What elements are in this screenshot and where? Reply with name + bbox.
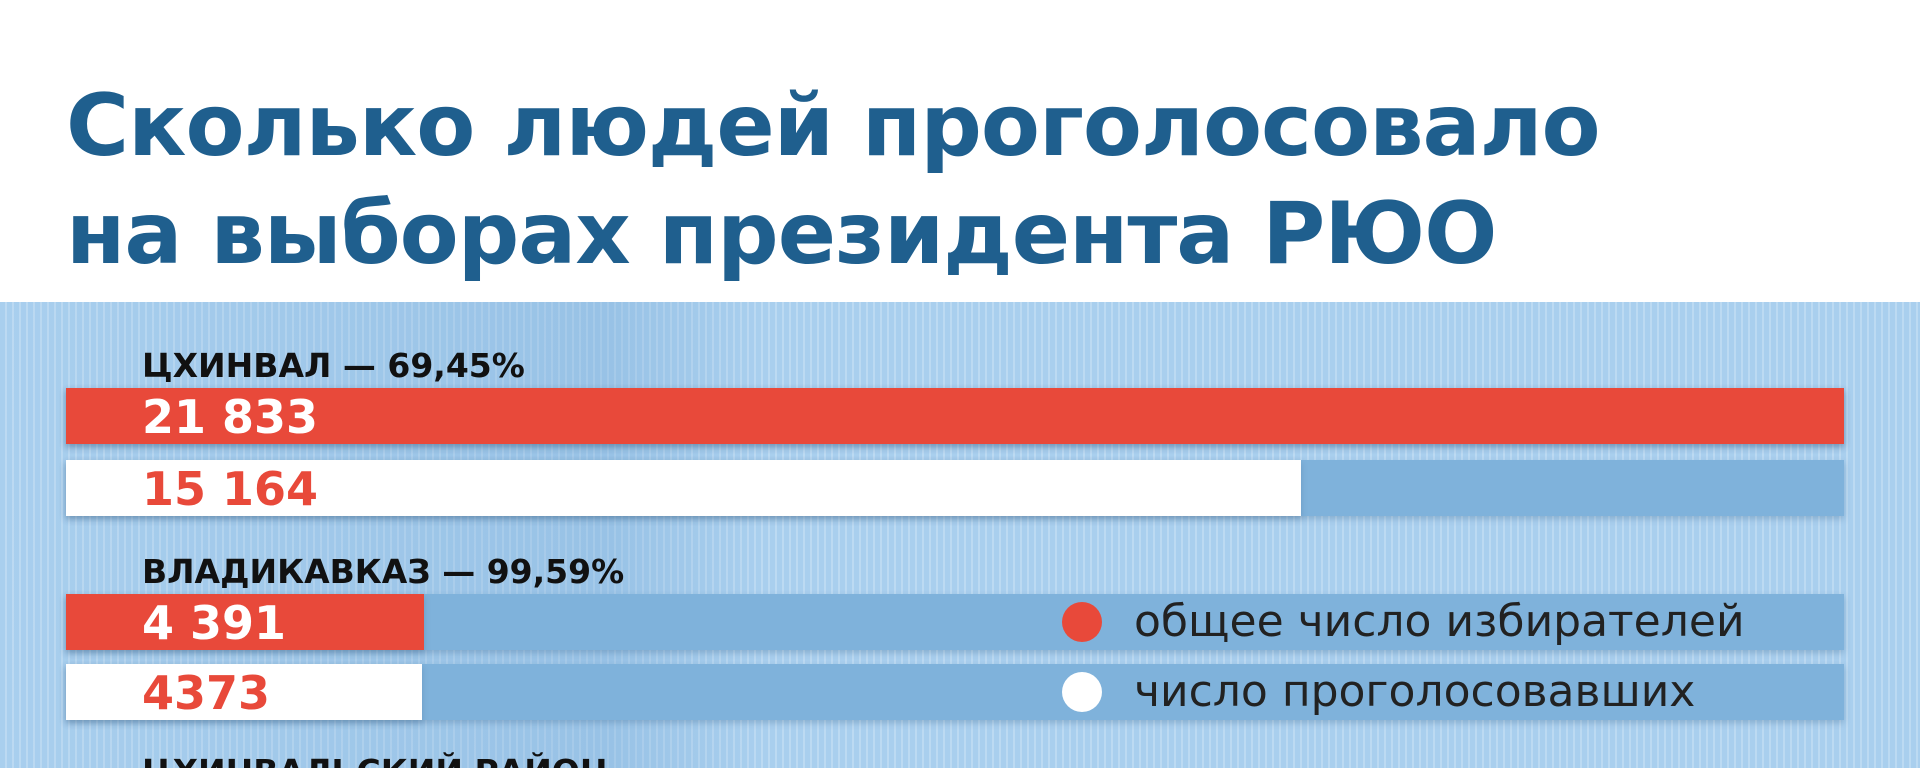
- bar-voted-vladikavkaz: [66, 664, 422, 720]
- legend-total-label: общее число избирателей: [1134, 596, 1745, 647]
- legend-voted-label: число проголосовавших: [1134, 666, 1696, 717]
- bar-voted-tskhinval: [66, 460, 1301, 516]
- legend-voted-dot-icon: [1062, 672, 1102, 712]
- legend-total-dot-icon: [1062, 602, 1102, 642]
- chart-title-line-1: Сколько людей проголосовало: [66, 76, 1601, 176]
- chart-area: ЦХИНВАЛ — 69,45% 21 833 15 164 ВЛАДИКАВК…: [0, 302, 1920, 768]
- bar-label-voted-vladikavkaz: 4373: [142, 666, 271, 720]
- title-panel: Сколько людей проголосовало на выборах п…: [0, 0, 1920, 302]
- chart-title: Сколько людей проголосовало на выборах п…: [66, 72, 1601, 288]
- bar-total-vladikavkaz: [66, 594, 424, 650]
- bar-label-total-vladikavkaz: 4 391: [142, 596, 287, 650]
- region-label-tskhinval: ЦХИНВАЛ — 69,45%: [142, 346, 525, 385]
- chart-title-line-2: на выборах президента РЮО: [66, 184, 1497, 284]
- bar-label-voted-tskhinval: 15 164: [142, 462, 319, 516]
- bar-total-tskhinval: [66, 388, 1844, 444]
- region-label-vladikavkaz: ВЛАДИКАВКАЗ — 99,59%: [142, 552, 625, 591]
- region-label-tskhinval-district: ЦХИНВАЛЬСКИЙ РАЙОН: [142, 750, 607, 768]
- bar-label-total-tskhinval: 21 833: [142, 390, 319, 444]
